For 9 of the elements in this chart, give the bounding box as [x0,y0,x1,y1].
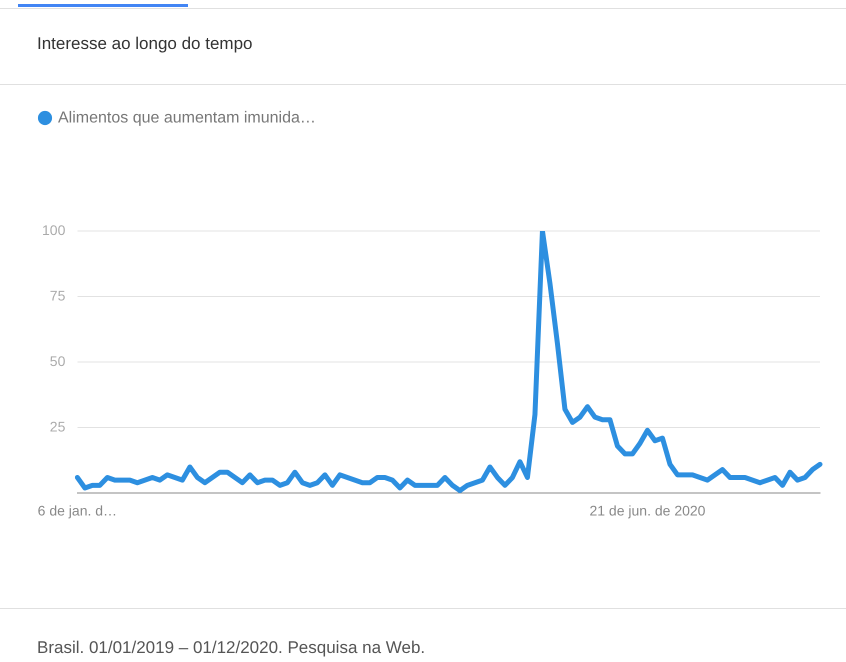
x-tick-label: 6 de jan. d… [38,502,118,518]
y-tick-label: 75 [50,287,66,304]
y-tick-label: 50 [50,352,66,369]
y-tick-label: 25 [50,418,66,435]
legend-label: Alimentos que aumentam imunida… [58,109,316,126]
y-tick-label: 100 [42,222,66,238]
x-tick-label: 21 de jun. de 2020 [589,502,706,518]
text: Brasil. 01/01/2019 – 01/12/2020. Pesquisa na Web. [37,638,426,658]
chart-title: Interesse ao longo do tempo [37,34,252,54]
